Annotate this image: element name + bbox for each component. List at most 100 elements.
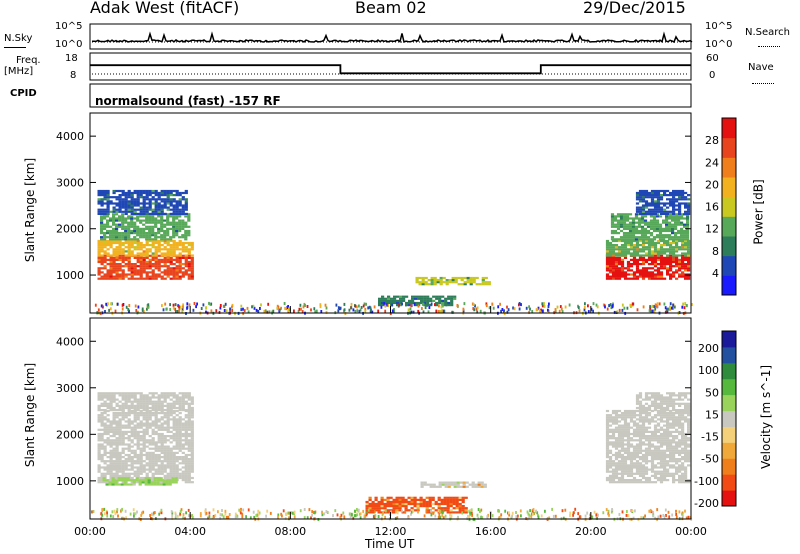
velocity-cell: [162, 483, 166, 486]
power-cell: [605, 260, 610, 264]
power-cell: [672, 265, 676, 268]
power-cell: [634, 227, 639, 230]
power-cell: [680, 234, 684, 237]
velocity-cell: [190, 437, 194, 440]
velocity-cell: [148, 424, 152, 427]
power-cell: [687, 273, 691, 276]
power-cell: [684, 256, 688, 259]
velocity-cell: [647, 460, 652, 463]
power-speck: [299, 303, 302, 307]
power-cell: [184, 204, 188, 207]
power-cell: [100, 215, 104, 218]
velocity-cell: [190, 439, 194, 442]
velocity-cell: [171, 477, 175, 480]
velocity-cell: [681, 392, 685, 395]
velocity-cell: [175, 441, 179, 444]
power-cell: [112, 263, 116, 266]
power-speck: [242, 307, 244, 311]
velocity-cell: [635, 462, 640, 465]
velocity-cell: [184, 402, 188, 405]
power-speck: [354, 304, 357, 308]
power-cell: [637, 238, 642, 241]
velocity-cell: [623, 412, 628, 415]
power-cell: [484, 283, 488, 286]
velocity-cell: [103, 474, 107, 477]
power-cell: [608, 267, 613, 270]
power-cell: [608, 269, 613, 272]
velocity-cell: [608, 437, 613, 440]
power-cell: [675, 250, 679, 253]
velocity-cell: [614, 476, 619, 480]
velocity-cell: [650, 443, 655, 446]
power-speck: [650, 309, 653, 313]
velocity-cell: [611, 464, 616, 467]
power-speck: [224, 302, 227, 306]
velocity-cell: [669, 409, 673, 413]
power-cell: [430, 279, 434, 282]
power-cell: [115, 273, 119, 276]
power-cell: [680, 223, 684, 226]
power-cell: [396, 295, 400, 298]
velocity-cell: [684, 445, 688, 448]
power-cell: [675, 271, 679, 274]
velocity-cell: [681, 476, 685, 480]
velocity-cell: [675, 472, 679, 475]
power-speck: [651, 304, 654, 308]
power-speck: [616, 310, 619, 314]
velocity-cell: [614, 416, 619, 419]
power-cell: [115, 198, 119, 201]
power-cell: [659, 275, 664, 278]
velocity-cell: [111, 479, 115, 482]
power-cell: [472, 281, 476, 284]
velocity-cell: [127, 437, 131, 440]
velocity-cell: [659, 432, 664, 436]
power-cell: [187, 250, 191, 253]
power-cell: [151, 263, 155, 266]
power-cell: [652, 217, 657, 220]
velocity-cell: [100, 424, 104, 427]
power-cell: [640, 225, 645, 228]
velocity-cell: [112, 466, 116, 469]
velocity-cell: [175, 458, 179, 461]
velocity-cell: [629, 416, 634, 419]
velocity-cell: [172, 422, 176, 425]
velocity-cell: [629, 443, 634, 446]
power-cell: [142, 215, 146, 218]
velocity-cell: [142, 404, 146, 407]
freq-trace: [90, 64, 691, 75]
velocity-cell: [638, 406, 643, 410]
power-cell: [133, 191, 137, 195]
velocity-cell: [190, 414, 194, 417]
power-cell: [157, 246, 161, 249]
velocity-cell: [166, 396, 170, 399]
velocity-cell: [145, 418, 149, 421]
power-cell: [136, 254, 140, 257]
power-cell: [662, 234, 666, 237]
velocity-cell: [190, 443, 194, 446]
power-cell: [613, 225, 618, 228]
velocity-cell: [106, 443, 110, 446]
velocity-cell: [608, 435, 613, 438]
power-cell: [184, 191, 188, 195]
velocity-cell: [109, 479, 113, 482]
velocity-cell: [148, 406, 152, 410]
power-cell: [100, 246, 104, 249]
power-cell: [103, 189, 107, 193]
power-cell: [469, 281, 473, 284]
power-cell: [653, 204, 658, 207]
power-cell: [381, 299, 385, 302]
velocity-cell: [678, 474, 682, 477]
power-cell: [629, 252, 634, 255]
power-cell: [181, 223, 185, 226]
power-cell: [611, 252, 616, 255]
velocity-cell: [614, 420, 619, 423]
velocity-cell: [608, 464, 613, 467]
velocity-cell: [659, 396, 664, 399]
velocity-cell: [118, 400, 122, 403]
velocity-cell: [145, 458, 149, 461]
power-cell: [653, 273, 658, 276]
power-cell: [133, 227, 137, 230]
velocity-cell: [184, 462, 188, 465]
velocity-cell: [656, 472, 661, 475]
power-speck: [223, 309, 226, 312]
